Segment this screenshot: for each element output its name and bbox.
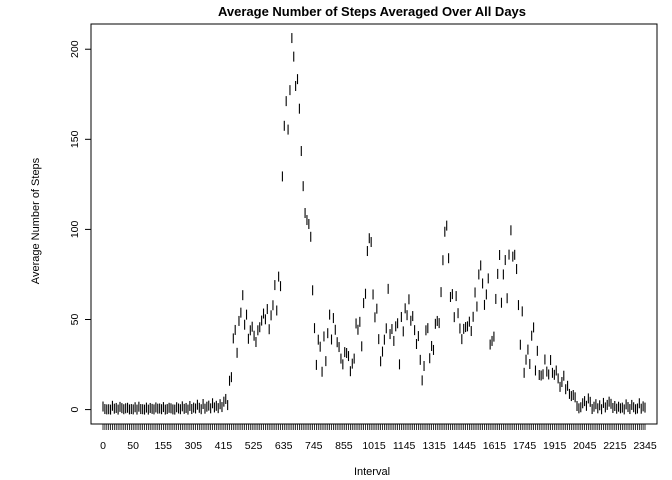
chart-title: Average Number of Steps Averaged Over Al… xyxy=(218,4,526,19)
x-tick-label: 155 xyxy=(154,440,172,452)
y-tick-label: 200 xyxy=(69,40,81,58)
x-tick-label: 2345 xyxy=(633,440,657,452)
x-tick-label: 855 xyxy=(335,440,353,452)
x-tick-label: 635 xyxy=(275,440,293,452)
x-tick-label: 745 xyxy=(305,440,323,452)
x-tick-label: 1315 xyxy=(423,440,447,452)
x-tick-label: 2215 xyxy=(603,440,627,452)
x-tick-label: 1145 xyxy=(393,440,416,452)
x-tick-label: 1445 xyxy=(453,440,477,452)
data-points xyxy=(102,33,646,415)
x-tick-label: 50 xyxy=(127,440,139,452)
y-axis: 0 50 100 150 200 xyxy=(69,40,92,413)
x-axis-label: Interval xyxy=(354,466,390,478)
x-tick-label: 1615 xyxy=(483,440,507,452)
x-tick-label: 305 xyxy=(185,440,203,452)
y-tick-label: 100 xyxy=(69,220,81,238)
y-axis-label: Average Number of Steps xyxy=(30,157,42,284)
x-tick-label: 1015 xyxy=(362,440,386,452)
y-tick-label: 50 xyxy=(69,313,81,325)
x-tick-label: 0 xyxy=(100,440,106,452)
x-tick-label: 415 xyxy=(215,440,233,452)
x-tick-label: 525 xyxy=(245,440,263,452)
x-tick-label: 1745 xyxy=(513,440,537,452)
plot-frame xyxy=(90,23,658,425)
y-tick-label: 0 xyxy=(69,407,81,413)
y-tick-label: 150 xyxy=(69,130,81,148)
x-tick-label: 2045 xyxy=(573,440,597,452)
x-tick-label: 1915 xyxy=(543,440,567,452)
x-axis: 0 50 155 305 415 525 635 745 855 1015 1145 1315 1445… xyxy=(100,423,657,452)
